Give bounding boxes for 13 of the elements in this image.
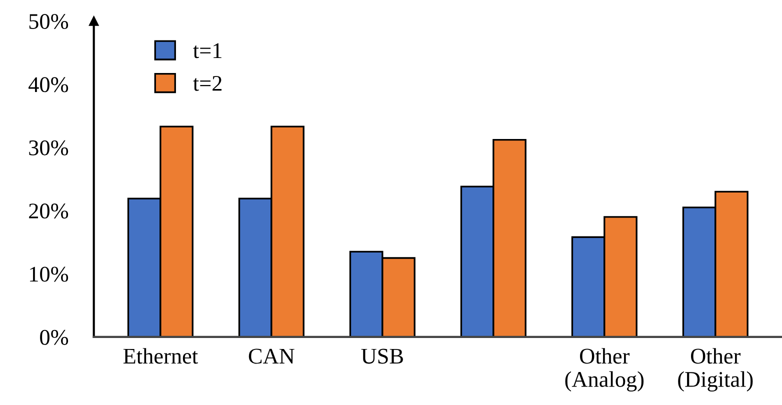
y-tick-label: 50%	[29, 14, 68, 30]
x-tick-label: Other (Digital)	[678, 348, 753, 392]
y-tick-label: 0%	[40, 330, 68, 345]
y-tick-label: 30%	[29, 140, 68, 156]
x-tick-label: USB	[361, 348, 403, 364]
y-tick-label: 20%	[29, 204, 68, 219]
legend-label: t=2	[193, 76, 222, 91]
x-tick-label: Ethernet	[123, 348, 198, 364]
y-tick-label: 10%	[30, 266, 68, 282]
x-tick-label: Other (Analog)	[565, 348, 644, 392]
y-tick-label: 40%	[28, 77, 68, 92]
legend-label: t=1	[193, 43, 222, 58]
x-tick-label: CAN	[248, 348, 294, 364]
